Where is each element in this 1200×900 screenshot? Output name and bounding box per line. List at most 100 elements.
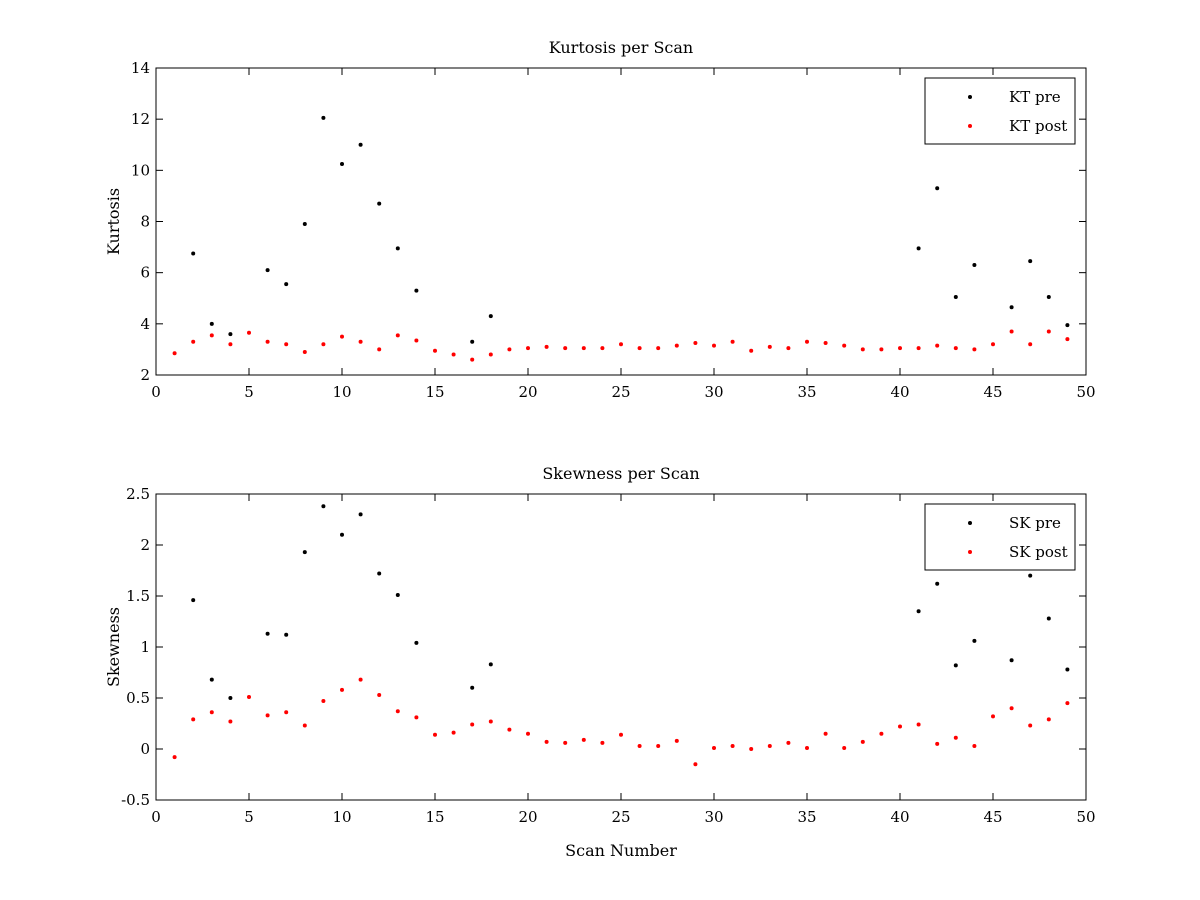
skewness-data-point — [414, 715, 419, 720]
skewness-chart-title: Skewness per Scan — [542, 464, 699, 483]
kurtosis-data-point — [488, 352, 493, 357]
kurtosis-data-point — [414, 338, 419, 343]
skewness-data-point — [488, 662, 493, 667]
kurtosis-data-point — [730, 339, 735, 344]
skewness-data-point — [953, 663, 958, 668]
skewness-y-tick-label: 0.5 — [126, 689, 150, 707]
skewness-x-tick-label: 40 — [890, 808, 909, 826]
kurtosis-data-point — [470, 357, 475, 362]
kurtosis-data-point — [563, 346, 568, 351]
kurtosis-data-point — [749, 348, 754, 353]
kurtosis-data-point — [916, 246, 921, 251]
kurtosis-data-point — [191, 339, 196, 344]
skewness-data-point — [228, 719, 233, 724]
kurtosis-data-point — [600, 346, 605, 351]
skewness-data-point — [712, 745, 716, 750]
kurtosis-x-tick-label: 25 — [611, 383, 630, 401]
kurtosis-data-point — [879, 347, 884, 352]
skewness-chart: 0 5 10 15 20 25 30 35 40 45 50-0.500.511.522.5Skew… — [104, 464, 1096, 860]
skewness-data-point — [1028, 723, 1033, 728]
kurtosis-series-post — [172, 329, 1070, 362]
kurtosis-y-tick-label: 2 — [140, 366, 150, 384]
skewness-y-tick-label: 0 — [140, 740, 150, 758]
kurtosis-y-tick-label: 10 — [131, 161, 150, 179]
skewness-series-pre — [191, 504, 1070, 700]
skewness-data-point — [340, 687, 344, 692]
kurtosis-y-tick-label: 4 — [140, 315, 150, 333]
kurtosis-data-point — [935, 343, 940, 348]
kurtosis-data-point — [786, 346, 791, 351]
kurtosis-y-tick-label: 12 — [131, 110, 150, 128]
skewness-x-tick-label: 10 — [332, 808, 351, 826]
skewness-x-tick-label: 50 — [1076, 808, 1095, 826]
kurtosis-data-point — [172, 351, 177, 356]
kurtosis-data-point — [302, 222, 307, 227]
kurtosis-x-tick-label: 20 — [518, 383, 537, 401]
kurtosis-data-point — [395, 246, 400, 251]
skewness-y-tick-label: 2 — [140, 536, 150, 554]
skewness-data-point — [898, 724, 902, 729]
kurtosis-data-point — [340, 161, 344, 166]
skewness-data-point — [358, 512, 363, 517]
kurtosis-data-point — [247, 330, 251, 335]
skewness-data-point — [749, 747, 754, 751]
kurtosis-x-tick-label: 10 — [332, 383, 351, 401]
kurtosis-data-point — [265, 268, 270, 273]
skewness-x-axis-label: Scan Number — [565, 841, 677, 860]
kurtosis-data-point — [860, 347, 865, 352]
kurtosis-data-point — [972, 262, 977, 267]
kurtosis-x-tick-label: 15 — [425, 383, 444, 401]
kurtosis-data-point — [842, 343, 847, 348]
skewness-data-point — [935, 741, 940, 746]
kurtosis-data-point — [395, 333, 400, 338]
kurtosis-data-point — [358, 142, 363, 147]
kurtosis-data-point — [1046, 294, 1051, 299]
skewness-data-point — [823, 731, 828, 736]
skewness-data-point — [972, 743, 977, 748]
kurtosis-data-point — [898, 346, 902, 351]
skewness-x-tick-label: 30 — [704, 808, 723, 826]
kurtosis-legend: KT pre KT post — [924, 77, 1076, 145]
skewness-series-post — [172, 677, 1070, 767]
skewness-data-point — [879, 731, 884, 736]
skewness-legend-label: SK post — [1009, 543, 1068, 561]
kurtosis-data-point — [284, 282, 289, 287]
skewness-x-tick-label: 20 — [518, 808, 537, 826]
skewness-data-point — [395, 592, 400, 597]
kurtosis-data-point — [805, 339, 809, 344]
skewness-data-point — [656, 743, 661, 748]
skewness-data-point — [916, 609, 921, 614]
skewness-data-point — [581, 737, 586, 742]
skewness-data-point — [209, 710, 214, 715]
skewness-data-point — [1046, 616, 1051, 621]
kurtosis-x-tick-label: 40 — [890, 383, 909, 401]
kurtosis-data-point — [209, 321, 214, 326]
skewness-y-axis-label: Skewness — [104, 607, 123, 687]
skewness-data-point — [526, 731, 530, 736]
kurtosis-data-point — [433, 348, 437, 353]
kurtosis-y-tick-label: 6 — [140, 264, 150, 282]
skewness-data-point — [1046, 717, 1051, 722]
skewness-data-point — [191, 717, 196, 722]
skewness-data-point — [488, 719, 493, 724]
kurtosis-x-tick-label: 45 — [983, 383, 1002, 401]
kurtosis-data-point — [953, 294, 958, 299]
skewness-data-point — [470, 722, 475, 727]
kurtosis-data-point — [953, 346, 958, 351]
kurtosis-data-point — [507, 347, 512, 352]
kurtosis-data-point — [693, 341, 698, 346]
skewness-data-point — [395, 709, 400, 714]
kurtosis-data-point — [340, 334, 344, 339]
skewness-data-point — [451, 730, 456, 735]
skewness-data-point — [470, 685, 475, 690]
skewness-data-point — [172, 755, 177, 760]
skewness-data-point — [247, 694, 251, 699]
skewness-data-point — [302, 723, 307, 728]
kurtosis-legend-label: KT pre — [1009, 88, 1061, 106]
skewness-data-point — [414, 640, 419, 645]
kurtosis-data-point — [451, 352, 456, 357]
kurtosis-data-point — [1065, 323, 1070, 328]
skewness-data-point — [209, 677, 214, 682]
